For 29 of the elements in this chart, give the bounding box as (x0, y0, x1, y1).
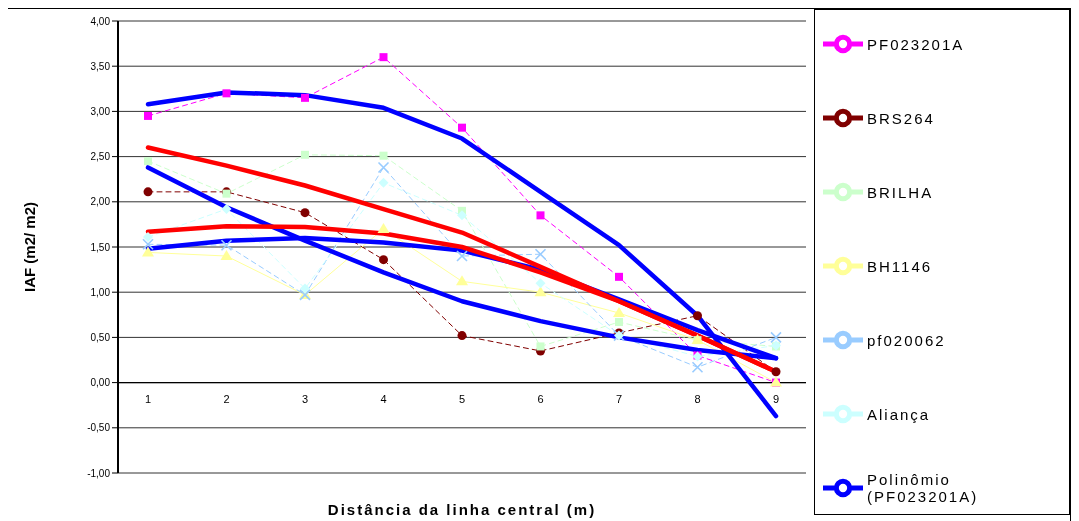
x-tick-label: 7 (615, 392, 623, 405)
y-tick-label: 3,50 (90, 60, 111, 72)
y-tick-label: -0,50 (87, 422, 111, 434)
x-axis-title: Distância da linha central (m) (327, 501, 597, 518)
y-tick-label: 0,50 (90, 331, 111, 343)
y-tick-label: 2,00 (90, 196, 111, 208)
legend-label: pf020062 (867, 332, 946, 350)
legend-label: BRILHA (867, 184, 934, 202)
legend-label: Aliança (867, 406, 931, 424)
y-tick-label: 2,50 (90, 151, 111, 163)
y-tick-label: -1,00 (87, 467, 111, 479)
y-tick-label: 1,50 (90, 241, 111, 253)
y-tick-label: 3,00 (90, 105, 111, 117)
x-tick-label: 1 (144, 392, 152, 405)
legend-label: PF023201A (867, 36, 965, 54)
y-tick-label: 1,00 (90, 286, 111, 298)
y-tick-label: 0,00 (90, 377, 111, 389)
y-axis-title: IAF (m2/ m2) (21, 201, 39, 293)
legend-label: Polinômio (PF023201A) (867, 471, 980, 505)
x-tick-label: 5 (458, 392, 466, 405)
x-tick-label: 8 (694, 392, 701, 405)
legend-label: BH1146 (867, 258, 933, 276)
x-tick-label: 3 (301, 392, 309, 405)
legend-label: BRS264 (867, 110, 935, 128)
x-tick-label: 6 (537, 392, 544, 405)
x-tick-label: 2 (223, 392, 230, 405)
x-tick-label: 4 (380, 392, 387, 405)
y-tick-label: 4,00 (90, 15, 111, 27)
x-tick-label: 9 (772, 392, 780, 405)
